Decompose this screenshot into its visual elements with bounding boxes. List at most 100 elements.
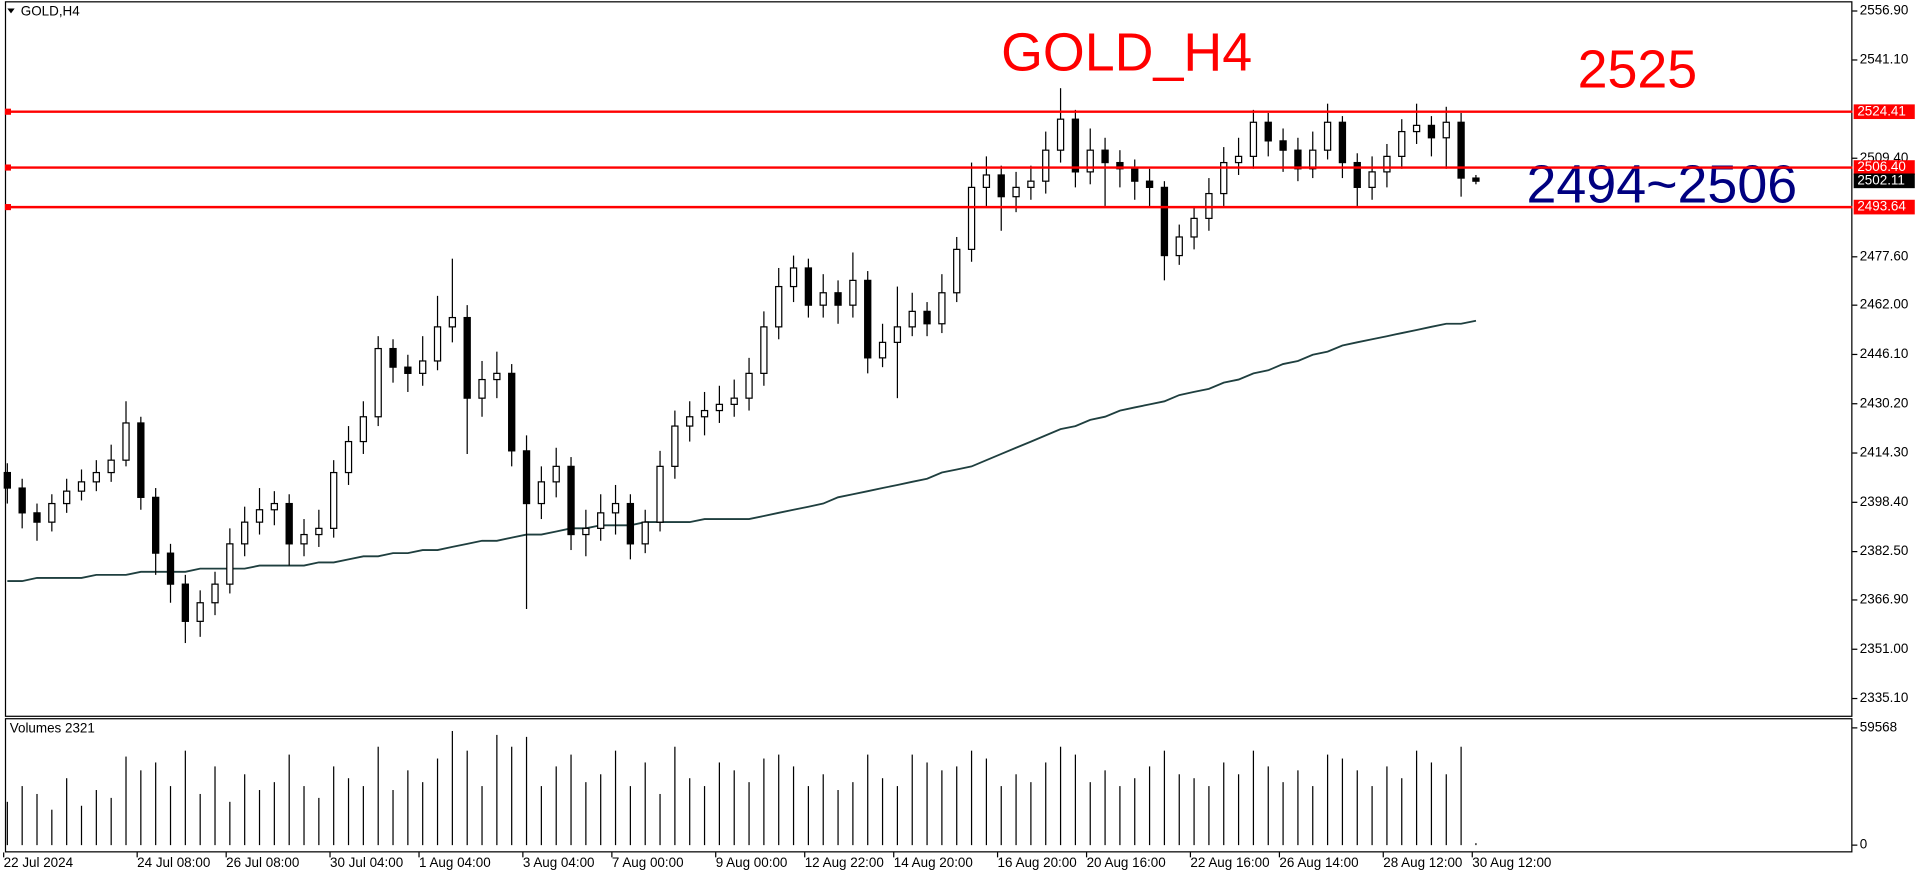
candle-body <box>300 533 308 545</box>
candle-body <box>508 372 516 452</box>
candle-body <box>982 174 991 188</box>
candle-body <box>211 583 219 604</box>
x-tick-label: 26 Jul 08:00 <box>226 855 299 870</box>
candle-body <box>1309 149 1317 170</box>
level-label-box <box>1853 199 1915 215</box>
candle-body <box>1056 118 1065 151</box>
menu-arrow <box>7 8 15 14</box>
y-tick-label: 2414.30 <box>1860 445 1909 460</box>
candle-body <box>1131 168 1139 182</box>
candle-body <box>493 372 501 381</box>
candle-body <box>1472 177 1480 182</box>
candle-body <box>77 481 86 492</box>
candle-body <box>166 552 175 585</box>
candle-body <box>433 326 442 362</box>
candle-body <box>1027 180 1035 188</box>
candle-body <box>597 512 605 529</box>
y-tick-label: 2541.10 <box>1860 52 1909 67</box>
x-tick-label: 24 Jul 08:00 <box>137 855 210 870</box>
y-tick-label: 2382.50 <box>1860 543 1909 558</box>
candle-body <box>611 502 620 514</box>
last-price-label: 2502.11 <box>1857 172 1905 187</box>
chart-title: GOLD,H4 <box>21 4 80 19</box>
candle-body <box>196 602 204 622</box>
candle-body <box>122 422 130 461</box>
candle-body <box>389 347 397 368</box>
candle-body <box>18 487 26 514</box>
x-tick-label: 30 Jul 04:00 <box>330 855 403 870</box>
level-label: 2506.40 <box>1857 159 1906 174</box>
candle-body <box>893 326 902 343</box>
candle-body <box>374 347 382 418</box>
candle-body <box>641 521 649 545</box>
candle-body <box>404 366 412 374</box>
x-tick-label: 22 Aug 16:00 <box>1190 855 1269 870</box>
candle-body <box>923 310 931 325</box>
candle-body <box>1264 121 1272 142</box>
candle-body <box>48 502 56 523</box>
candle-body <box>775 285 783 328</box>
candle-body <box>1427 124 1436 139</box>
candle-body <box>1175 236 1183 257</box>
candle-body <box>1086 149 1094 173</box>
level-label: 2493.64 <box>1857 199 1906 214</box>
candle-body <box>33 512 41 523</box>
y-tick-label: 2462.00 <box>1860 297 1909 312</box>
candle-body <box>908 310 916 328</box>
candle-body <box>760 326 768 374</box>
candle-body <box>1338 121 1347 164</box>
candle-body <box>241 521 249 545</box>
x-tick-label: 22 Jul 2024 <box>4 855 74 870</box>
candle-body <box>819 292 827 306</box>
candle-body <box>181 583 190 622</box>
candle-body <box>344 440 353 474</box>
candle-body <box>745 372 753 399</box>
candle-body <box>626 502 635 545</box>
candle-body <box>463 316 471 399</box>
x-tick-label: 26 Aug 14:00 <box>1279 855 1358 870</box>
candle-body <box>997 174 1005 198</box>
y-tick-label: 0 <box>1860 837 1867 852</box>
candle-body <box>1160 186 1169 257</box>
y-tick-label: 2446.10 <box>1860 346 1909 361</box>
annotation: GOLD_H4 <box>1001 22 1252 82</box>
x-tick-label: 20 Aug 16:00 <box>1087 855 1166 870</box>
y-tick-label: 2477.60 <box>1860 248 1909 263</box>
candle-body <box>567 465 575 536</box>
main-pane <box>4 1 1853 717</box>
candle-body <box>953 248 961 294</box>
x-tick-label: 30 Aug 12:00 <box>1472 855 1551 870</box>
candle-body <box>92 471 101 483</box>
candle-body <box>1457 121 1465 179</box>
level-label-box <box>1853 160 1915 175</box>
x-tick-label: 14 Aug 20:00 <box>894 855 973 870</box>
annotation: 2525 <box>1578 39 1698 99</box>
candle-body <box>107 459 115 474</box>
x-tick-label: 1 Aug 04:00 <box>419 855 491 870</box>
y-tick-label: 59568 <box>1860 719 1897 734</box>
candle-body <box>1012 186 1020 198</box>
candle-body <box>448 316 457 328</box>
candle-body <box>1323 121 1332 151</box>
candle-body <box>1116 161 1124 170</box>
x-tick-label: 7 Aug 00:00 <box>612 855 684 870</box>
candle-body <box>1190 217 1198 238</box>
level-handle <box>4 164 11 171</box>
candle-body <box>1294 149 1302 170</box>
candle-body <box>1279 140 1287 151</box>
candle-body <box>1442 121 1450 139</box>
candle-body <box>63 490 71 505</box>
candle-body <box>656 465 664 523</box>
candle-body <box>1249 121 1258 157</box>
candle-body <box>1145 180 1154 188</box>
candle-body <box>686 416 694 427</box>
candle-body <box>270 502 279 511</box>
candle-body <box>1234 155 1243 164</box>
annotation: 2494~2506 <box>1527 154 1798 214</box>
candle-body <box>700 409 709 418</box>
x-tick-label: 9 Aug 00:00 <box>716 855 788 870</box>
candle-body <box>285 502 293 545</box>
candle-body <box>478 378 486 399</box>
candle-body <box>3 471 11 489</box>
